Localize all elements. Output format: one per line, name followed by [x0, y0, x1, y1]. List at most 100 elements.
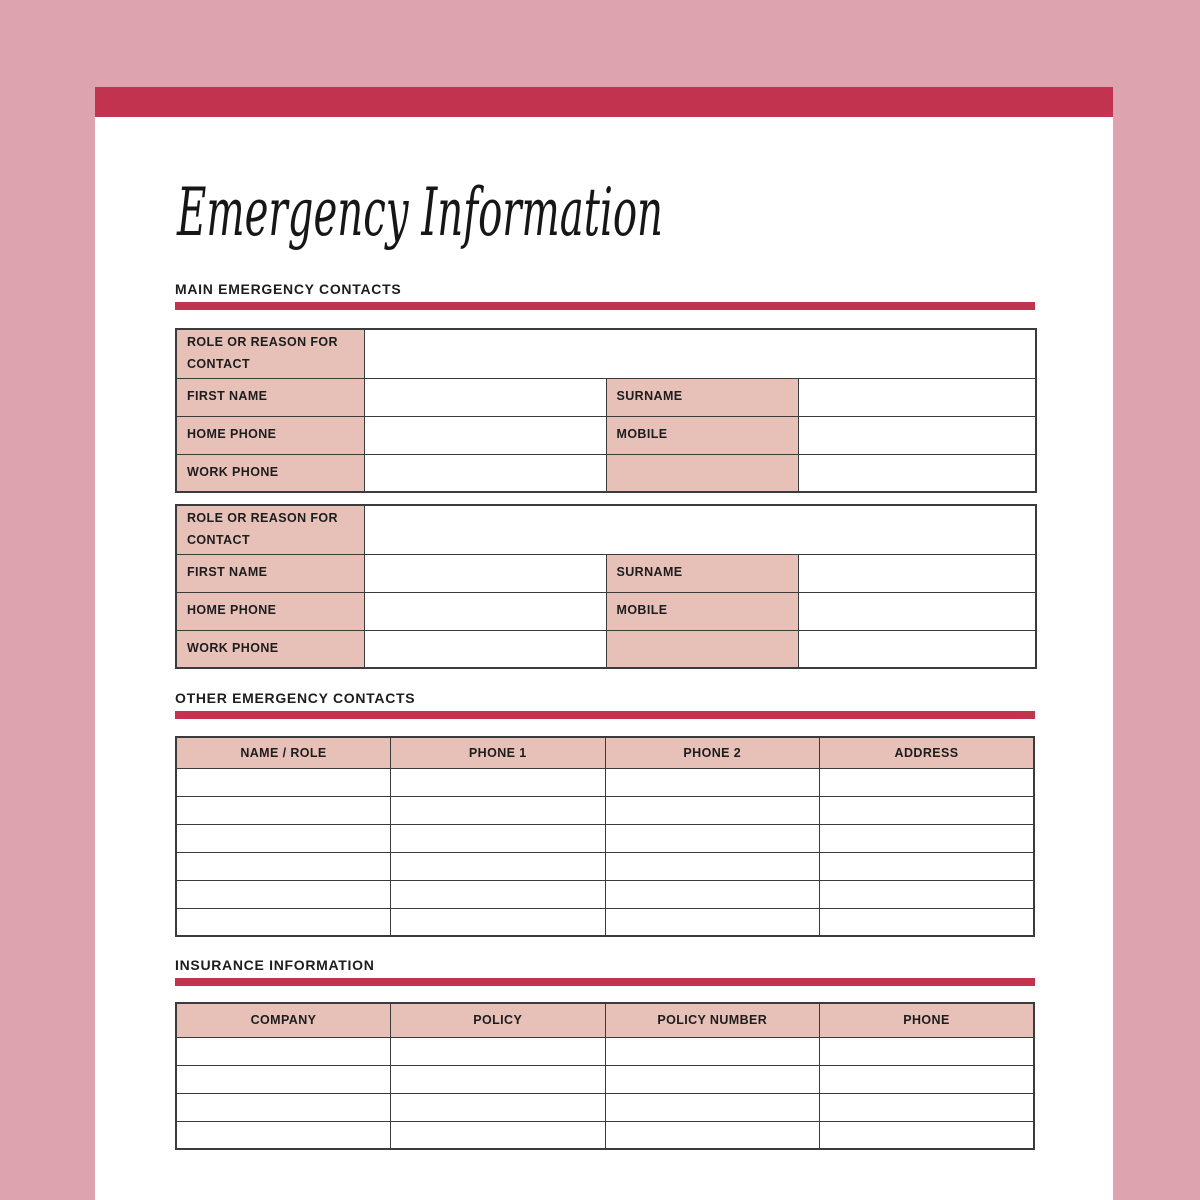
empty-cell — [390, 879, 606, 909]
section-divider — [175, 711, 1035, 719]
column-header: POLICY NUMBER — [604, 1002, 820, 1038]
empty-row — [175, 823, 1035, 853]
empty-cell — [175, 767, 391, 797]
field-label-cell: SURNAME — [605, 377, 799, 417]
empty-row — [175, 851, 1035, 881]
empty-row — [175, 1036, 1035, 1066]
field-row: WORK PHONE — [175, 453, 1037, 493]
section-divider — [175, 302, 1035, 310]
empty-cell — [604, 1092, 820, 1122]
field-value-cell — [797, 377, 1037, 417]
empty-cell — [390, 1120, 606, 1150]
accent-bar — [95, 87, 1113, 117]
empty-cell — [175, 1036, 391, 1066]
empty-cell — [604, 767, 820, 797]
field-value-cell — [363, 415, 607, 455]
field-label-cell: SURNAME — [605, 553, 799, 593]
insurance-table: COMPANY POLICY POLICY NUMBER PHONE — [175, 1002, 1035, 1150]
empty-row — [175, 879, 1035, 909]
empty-cell — [175, 879, 391, 909]
field-label-cell: MOBILE — [605, 591, 799, 631]
field-label-cell: WORK PHONE — [175, 453, 365, 493]
empty-cell — [819, 907, 1035, 937]
field-value-cell — [797, 591, 1037, 631]
field-value-cell — [363, 591, 607, 631]
empty-cell — [175, 907, 391, 937]
column-header: PHONE 1 — [390, 736, 606, 769]
field-value-cell — [363, 453, 607, 493]
role-label-cell: ROLE OR REASON FOR CONTACT — [175, 504, 365, 555]
empty-row — [175, 1120, 1035, 1150]
empty-cell — [390, 1092, 606, 1122]
field-value-cell — [363, 377, 607, 417]
column-header: PHONE — [819, 1002, 1035, 1038]
other-contacts-table: NAME / ROLE PHONE 1 PHONE 2 ADDRESS — [175, 736, 1035, 937]
section-heading-other-contacts: OTHER EMERGENCY CONTACTS — [175, 690, 416, 706]
field-row: FIRST NAME SURNAME — [175, 553, 1037, 593]
field-label-cell: WORK PHONE — [175, 629, 365, 669]
empty-cell — [604, 795, 820, 825]
field-label-cell: FIRST NAME — [175, 377, 365, 417]
empty-cell — [604, 907, 820, 937]
empty-cell — [819, 1092, 1035, 1122]
page-content: Emergency Information MAIN EMERGENCY CON… — [95, 157, 1113, 1150]
empty-cell — [390, 767, 606, 797]
column-header: COMPANY — [175, 1002, 391, 1038]
field-label-cell: FIRST NAME — [175, 553, 365, 593]
document-page: Emergency Information MAIN EMERGENCY CON… — [95, 87, 1113, 1200]
empty-cell — [819, 1120, 1035, 1150]
empty-cell — [390, 823, 606, 853]
empty-row — [175, 1064, 1035, 1094]
field-row: FIRST NAME SURNAME — [175, 377, 1037, 417]
empty-cell — [175, 795, 391, 825]
empty-cell — [819, 767, 1035, 797]
page-title-text: Emergency Information — [176, 174, 663, 251]
section-heading-main-contacts: MAIN EMERGENCY CONTACTS — [175, 281, 402, 297]
main-contact-table-1: ROLE OR REASON FOR CONTACT FIRST NAME SU… — [175, 328, 1037, 493]
empty-cell — [819, 879, 1035, 909]
empty-cell — [819, 823, 1035, 853]
empty-cell — [604, 851, 820, 881]
field-value-cell — [363, 629, 607, 669]
empty-cell — [604, 879, 820, 909]
page-title: Emergency Information — [175, 157, 1035, 269]
empty-row — [175, 1092, 1035, 1122]
empty-cell — [819, 795, 1035, 825]
empty-cell — [175, 823, 391, 853]
empty-cell — [604, 1064, 820, 1094]
role-label-cell: ROLE OR REASON FOR CONTACT — [175, 328, 365, 379]
empty-cell — [175, 851, 391, 881]
header-row: NAME / ROLE PHONE 1 PHONE 2 ADDRESS — [175, 736, 1035, 769]
empty-cell — [390, 1036, 606, 1066]
main-contact-table-2: ROLE OR REASON FOR CONTACT FIRST NAME SU… — [175, 504, 1037, 669]
column-header: ADDRESS — [819, 736, 1035, 769]
field-row: HOME PHONE MOBILE — [175, 415, 1037, 455]
field-value-cell — [363, 553, 607, 593]
empty-cell — [390, 907, 606, 937]
field-label-cell-blank — [605, 629, 799, 669]
section-heading-insurance: INSURANCE INFORMATION — [175, 957, 375, 973]
empty-cell — [819, 1064, 1035, 1094]
field-value-cell — [797, 415, 1037, 455]
empty-cell — [604, 823, 820, 853]
field-value-cell — [797, 453, 1037, 493]
role-row: ROLE OR REASON FOR CONTACT — [175, 328, 1037, 379]
empty-cell — [819, 851, 1035, 881]
role-value-cell — [363, 504, 1037, 555]
field-label-cell-blank — [605, 453, 799, 493]
field-value-cell — [797, 553, 1037, 593]
empty-row — [175, 907, 1035, 937]
empty-cell — [390, 1064, 606, 1094]
empty-row — [175, 795, 1035, 825]
field-row: HOME PHONE MOBILE — [175, 591, 1037, 631]
column-header: POLICY — [390, 1002, 606, 1038]
header-row: COMPANY POLICY POLICY NUMBER PHONE — [175, 1002, 1035, 1038]
field-label-cell: MOBILE — [605, 415, 799, 455]
role-value-cell — [363, 328, 1037, 379]
field-row: WORK PHONE — [175, 629, 1037, 669]
empty-cell — [604, 1036, 820, 1066]
role-row: ROLE OR REASON FOR CONTACT — [175, 504, 1037, 555]
empty-cell — [819, 1036, 1035, 1066]
section-divider — [175, 978, 1035, 986]
